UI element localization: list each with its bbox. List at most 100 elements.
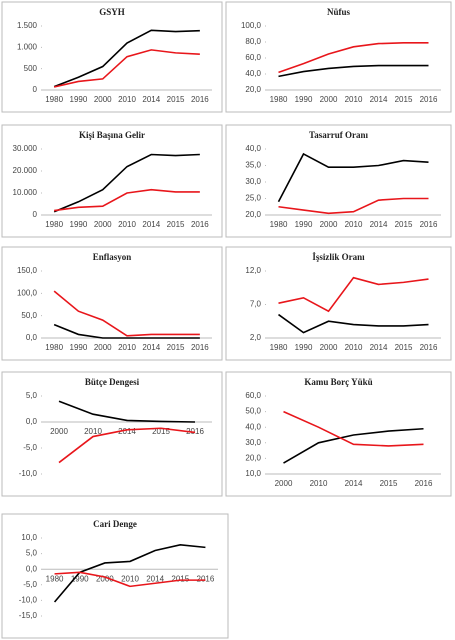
y-tick-label: 100,0 bbox=[17, 288, 38, 297]
line bbox=[54, 188, 200, 212]
y-tick-label: 40,0 bbox=[245, 144, 261, 153]
y-tick-label: 5,0 bbox=[26, 549, 38, 558]
x-tick-label: 2010 bbox=[118, 95, 136, 104]
y-tick-label: 20,0 bbox=[245, 210, 261, 219]
x-tick-label: 2010 bbox=[121, 574, 139, 583]
x-tick-label: 2014 bbox=[370, 220, 388, 229]
x-tick-label: 2014 bbox=[142, 95, 160, 104]
x-tick-label: 2015 bbox=[152, 427, 170, 436]
y-tick-label: 10,0 bbox=[21, 533, 37, 542]
x-tick-label: 1990 bbox=[70, 343, 88, 352]
x-tick-label: 1980 bbox=[46, 574, 64, 583]
chart-title: Cari Denge bbox=[93, 519, 137, 529]
chart-title: Nüfus bbox=[327, 7, 351, 17]
x-tick-label: 1990 bbox=[70, 220, 88, 229]
x-tick-label: 2016 bbox=[191, 95, 209, 104]
x-tick-label: 2000 bbox=[96, 574, 114, 583]
panel bbox=[1, 246, 223, 361]
line bbox=[277, 152, 429, 203]
x-tick-label: 2010 bbox=[84, 427, 102, 436]
line bbox=[58, 427, 196, 464]
x-tick-label: 2010 bbox=[345, 95, 363, 104]
y-tick-label: 0 bbox=[33, 85, 38, 94]
x-tick-label: 1980 bbox=[45, 220, 63, 229]
chart-title: İşsizlik Oranı bbox=[312, 252, 365, 262]
x-tick-label: 2015 bbox=[395, 95, 413, 104]
x-tick-label: 2016 bbox=[420, 95, 438, 104]
x-tick-label: 2015 bbox=[380, 479, 398, 488]
chart-title: Tasarruf Oranı bbox=[309, 130, 368, 140]
x-tick-label: 2016 bbox=[420, 220, 438, 229]
line bbox=[278, 276, 429, 313]
x-tick-label: 2014 bbox=[142, 220, 160, 229]
x-tick-label: 2016 bbox=[191, 220, 209, 229]
x-tick-label: 1990 bbox=[295, 343, 313, 352]
y-tick-label: 0,0 bbox=[26, 333, 38, 342]
x-tick-label: 2000 bbox=[50, 427, 68, 436]
x-tick-label: 1980 bbox=[45, 95, 63, 104]
y-tick-label: 100,0 bbox=[241, 21, 262, 30]
y-tick-label: 20,0 bbox=[245, 454, 261, 463]
line bbox=[283, 410, 424, 447]
chart-title: GSYH bbox=[99, 7, 125, 17]
x-tick-label: 2000 bbox=[320, 343, 338, 352]
panel bbox=[1, 371, 223, 497]
x-tick-label: 1980 bbox=[270, 95, 288, 104]
chart-title: Enflasyon bbox=[93, 252, 132, 262]
line bbox=[58, 400, 196, 423]
x-tick-label: 1990 bbox=[295, 220, 313, 229]
line bbox=[54, 571, 206, 588]
x-tick-label: 2000 bbox=[320, 95, 338, 104]
x-tick-label: 2014 bbox=[345, 479, 363, 488]
panel bbox=[225, 246, 452, 361]
chart-title: Bütçe Dengesi bbox=[85, 377, 140, 387]
x-tick-label: 2016 bbox=[191, 343, 209, 352]
line bbox=[283, 427, 424, 464]
y-tick-label: 0,0 bbox=[26, 417, 38, 426]
y-tick-label: 50,0 bbox=[21, 311, 37, 320]
x-tick-label: 1980 bbox=[45, 343, 63, 352]
y-tick-label: 2,0 bbox=[250, 333, 262, 342]
line bbox=[53, 29, 200, 88]
x-tick-label: 2000 bbox=[94, 343, 112, 352]
y-tick-label: 25,0 bbox=[245, 194, 261, 203]
y-tick-label: 60,0 bbox=[245, 53, 261, 62]
x-tick-label: 2000 bbox=[275, 479, 293, 488]
y-tick-label: 35,0 bbox=[245, 161, 261, 170]
panel bbox=[225, 1, 452, 113]
x-tick-label: 2016 bbox=[186, 427, 204, 436]
x-tick-label: 2010 bbox=[310, 479, 328, 488]
x-tick-label: 1990 bbox=[71, 574, 89, 583]
panel bbox=[225, 371, 452, 497]
y-tick-label: 10.000 bbox=[13, 188, 38, 197]
x-tick-label: 2010 bbox=[345, 220, 363, 229]
x-tick-label: 2010 bbox=[345, 343, 363, 352]
chart-title: Kişi Başına Gelir bbox=[79, 130, 145, 140]
y-tick-label: 500 bbox=[24, 64, 38, 73]
y-tick-label: 80,0 bbox=[245, 37, 261, 46]
x-tick-label: 2016 bbox=[420, 343, 438, 352]
y-tick-label: -5,0 bbox=[23, 580, 37, 589]
x-tick-label: 2010 bbox=[118, 220, 136, 229]
y-tick-label: 150,0 bbox=[17, 266, 38, 275]
y-tick-label: -15,0 bbox=[19, 611, 38, 620]
x-tick-label: 2000 bbox=[94, 95, 112, 104]
x-tick-label: 2016 bbox=[197, 574, 215, 583]
line bbox=[278, 42, 429, 74]
x-tick-label: 2015 bbox=[167, 95, 185, 104]
x-tick-label: 2000 bbox=[94, 220, 112, 229]
x-tick-label: 1990 bbox=[295, 95, 313, 104]
y-tick-label: -10,0 bbox=[19, 596, 38, 605]
line bbox=[278, 197, 429, 215]
y-tick-label: 60,0 bbox=[245, 391, 261, 400]
y-tick-label: -5,0 bbox=[23, 443, 37, 452]
line bbox=[53, 153, 200, 213]
y-tick-label: 10,0 bbox=[245, 469, 261, 478]
chart-title: Kamu Borç Yükü bbox=[304, 377, 372, 387]
x-tick-label: 2014 bbox=[118, 427, 136, 436]
y-tick-label: 20,0 bbox=[245, 85, 261, 94]
y-tick-label: 1.500 bbox=[17, 21, 38, 30]
y-tick-label: 0 bbox=[33, 210, 38, 219]
y-tick-label: 30.000 bbox=[13, 144, 38, 153]
